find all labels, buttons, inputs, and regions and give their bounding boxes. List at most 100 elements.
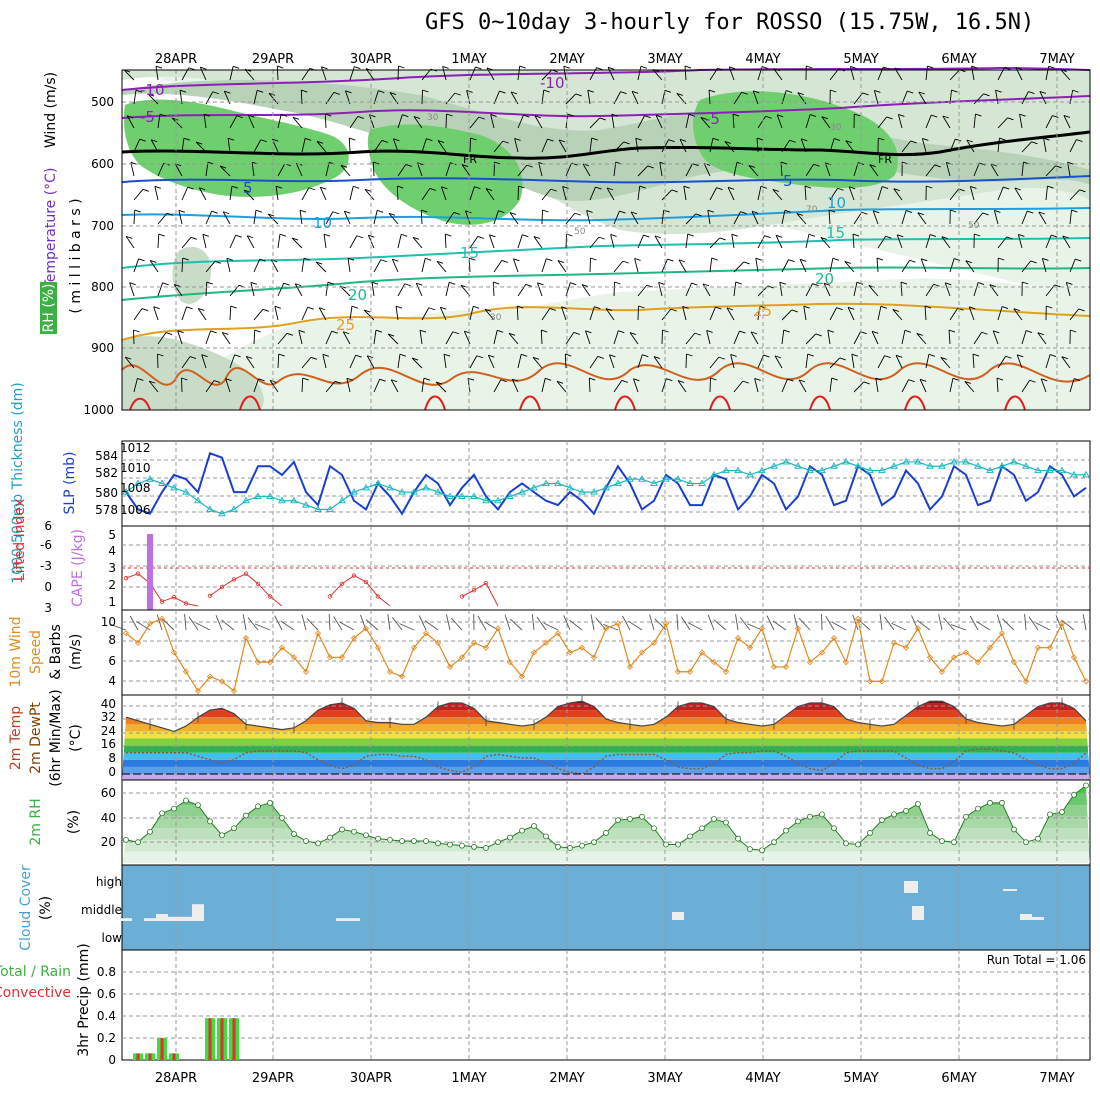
lifted-index-marker xyxy=(159,599,165,604)
wind-barb-flag xyxy=(321,66,328,70)
wind-barb-flag xyxy=(1061,356,1068,360)
wind-barb-flag xyxy=(320,186,327,190)
wind-barb-flag xyxy=(799,258,807,262)
lifted-index-line xyxy=(125,573,199,607)
wind-barb xyxy=(588,377,591,393)
wind-barb-flag xyxy=(755,257,762,261)
wind-barb-flag xyxy=(573,331,580,335)
wind-barb xyxy=(925,354,930,369)
wind-barb xyxy=(613,330,619,345)
thickness-marker xyxy=(1010,457,1018,465)
lifted-index-marker xyxy=(207,593,213,599)
wind-speed-marker xyxy=(914,625,922,632)
wind-barb-flag xyxy=(763,354,770,358)
wind-barb-flag xyxy=(710,377,717,381)
rh-marker xyxy=(363,832,369,839)
lifted-index-marker xyxy=(471,587,477,593)
wind-barb xyxy=(181,356,191,369)
wind-barb xyxy=(772,189,783,201)
wind-barb-flag xyxy=(974,233,981,237)
wind-barb xyxy=(709,187,717,201)
wind-barb-flag xyxy=(787,378,794,382)
wind-barb xyxy=(277,163,286,177)
wind-barb-flag xyxy=(488,354,495,358)
thickness-marker xyxy=(566,483,574,491)
wind-barb-flag xyxy=(258,378,265,382)
wind-barb xyxy=(299,210,303,225)
wind-barb-flag xyxy=(1031,141,1038,145)
wind-barb-flag xyxy=(741,91,748,95)
wind-barb xyxy=(964,381,975,393)
rh-marker xyxy=(339,826,345,833)
wind-barb xyxy=(417,162,423,177)
thickness-marker xyxy=(302,501,310,508)
thickness-marker xyxy=(326,505,334,512)
thickness-marker xyxy=(410,488,418,495)
contour-label-fr: FR xyxy=(463,153,477,166)
wind-barb xyxy=(685,114,690,129)
wind-barb-flag xyxy=(1003,186,1010,190)
wind-barb xyxy=(796,213,807,225)
wind-barb xyxy=(829,188,839,201)
surface-barb xyxy=(188,616,199,631)
thickness-line xyxy=(125,461,1086,515)
wind-barb-flag xyxy=(135,89,143,93)
rh-marker xyxy=(723,819,729,826)
wind-barb-flag xyxy=(500,379,507,383)
wind-barb xyxy=(253,90,258,105)
wind-barb xyxy=(845,140,855,153)
rh-marker xyxy=(1083,782,1089,789)
wind-barb-flag xyxy=(702,283,710,287)
wind-barb xyxy=(730,354,735,369)
wind-barb xyxy=(901,379,909,393)
wind-barb-flag xyxy=(502,140,509,144)
wind-speed-marker xyxy=(494,625,502,632)
wind-barb-flag xyxy=(556,380,564,384)
wind-barb xyxy=(445,212,455,225)
wind-barb xyxy=(1045,165,1056,177)
wind-barb xyxy=(1043,138,1047,153)
wind-barb xyxy=(752,90,759,105)
thickness-marker xyxy=(1034,466,1042,474)
wind-speed-marker xyxy=(698,649,706,656)
wind-barb-flag xyxy=(941,236,948,240)
wind-barb xyxy=(973,93,984,105)
wind-barb-flag xyxy=(316,140,324,144)
wind-barb xyxy=(805,283,813,297)
surface-barb xyxy=(162,618,175,631)
rh-marker xyxy=(291,831,297,837)
rh2m-label: 2m RH xyxy=(28,798,44,845)
wind-barb xyxy=(756,138,759,153)
wind-barb-flag xyxy=(621,379,628,383)
thickness-marker xyxy=(758,466,766,474)
wind-barb-flag xyxy=(694,332,701,336)
wind-barb xyxy=(222,211,231,225)
wind-barb-flag xyxy=(917,212,924,216)
wind-barb-flag xyxy=(198,307,205,311)
wind-barb-flag xyxy=(449,281,456,285)
wind-barb-flag xyxy=(389,92,397,95)
temp2m-panel: 0 8 16 24 32 40 2m Temp 2m DewPt (6hr Mi… xyxy=(8,689,1091,787)
wind-barb xyxy=(245,356,255,369)
wind-barb xyxy=(781,330,785,345)
rh2m-lines xyxy=(123,782,1089,854)
rh-marker xyxy=(123,836,129,843)
precip-conv-bar xyxy=(208,1018,212,1060)
wind-barb-flag xyxy=(379,378,386,382)
wind-barb xyxy=(844,261,855,273)
temp2m-label: 2m Temp xyxy=(8,706,24,770)
temp-tick-24: 24 xyxy=(101,724,116,738)
wind-barb-flag xyxy=(465,210,472,214)
wind-speed-marker xyxy=(974,659,982,666)
wind-barb-flag xyxy=(412,236,420,240)
rh-marker xyxy=(207,818,213,825)
surface-barb xyxy=(504,614,511,631)
wind-barb xyxy=(781,259,789,273)
wind-speed-marker xyxy=(434,639,442,646)
wind-barb-flag xyxy=(871,330,879,334)
wind-barb-flag xyxy=(684,65,692,69)
wind-barb xyxy=(1045,115,1053,129)
wind-barb-flag xyxy=(711,257,718,261)
rh2m-panel: 20 40 60 2m RH (%) xyxy=(28,779,1091,866)
